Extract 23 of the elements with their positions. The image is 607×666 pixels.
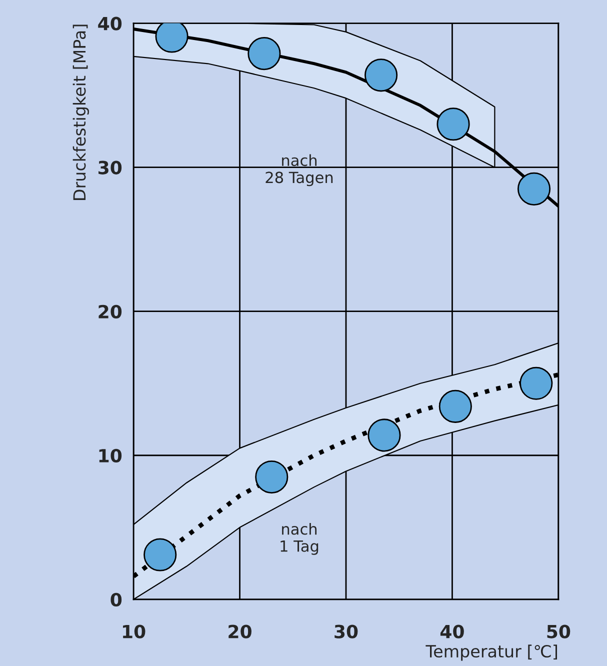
annotation: nach 1 Tag bbox=[280, 522, 318, 555]
y-axis-title: Druckfestigkeit [MPa] bbox=[72, 24, 89, 200]
point bbox=[248, 37, 281, 70]
x-tick-label: 20 bbox=[228, 624, 252, 638]
x-tick-label: 30 bbox=[334, 624, 358, 638]
x-tick-label: 50 bbox=[547, 624, 570, 638]
point bbox=[517, 172, 551, 206]
point bbox=[436, 108, 470, 141]
point bbox=[144, 538, 177, 572]
y-tick-label: 0 bbox=[110, 592, 122, 607]
point bbox=[255, 460, 288, 494]
annotation: nach 28 Tagen bbox=[266, 154, 333, 186]
point bbox=[368, 418, 401, 452]
x-tick-label: 10 bbox=[123, 624, 146, 638]
x-tick-label: 40 bbox=[440, 624, 464, 638]
point bbox=[438, 390, 472, 423]
point bbox=[364, 58, 398, 92]
point bbox=[520, 366, 553, 400]
y-tick-label: 30 bbox=[98, 160, 122, 174]
y-tick-label: 10 bbox=[99, 448, 122, 462]
y-tick-label: 40 bbox=[98, 16, 122, 30]
y-tick-label: 20 bbox=[98, 304, 122, 318]
x-axis-title: Temperatur [℃] bbox=[426, 644, 558, 661]
